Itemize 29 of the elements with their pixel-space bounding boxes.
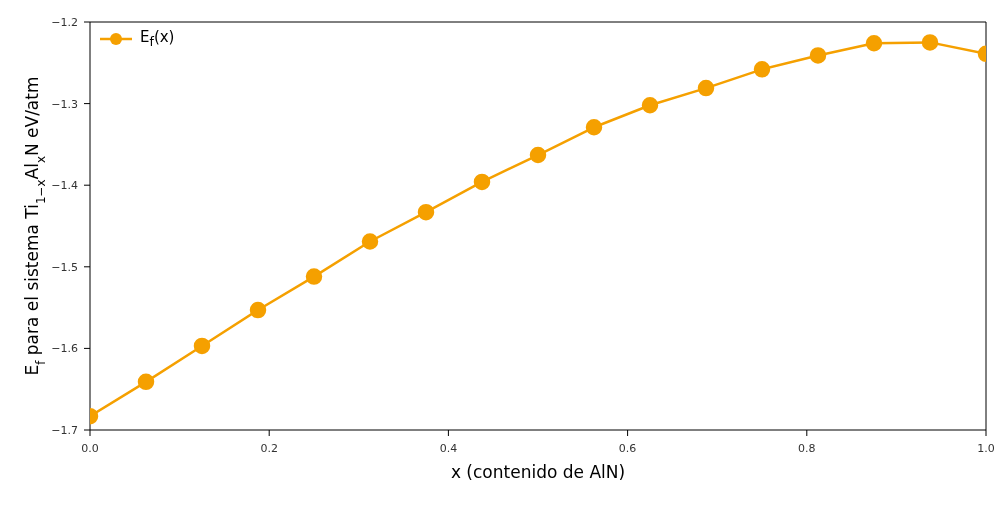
y-tick-label: −1.2	[51, 16, 78, 29]
point	[921, 34, 939, 51]
x-tick-label: 0.4	[439, 442, 458, 455]
legend-label: E$_{f}$(x)	[140, 28, 175, 49]
x-tick-label: 1.0	[977, 442, 995, 455]
x-tick-label: 0.6	[618, 442, 637, 455]
x-tick-label: 0.0	[81, 442, 99, 455]
point	[417, 203, 435, 221]
x-tick-label: 0.2	[260, 442, 278, 455]
y-tick-label: −1.5	[51, 260, 78, 274]
y-tick-label: −1.7	[51, 424, 78, 437]
point	[305, 268, 323, 285]
point	[809, 47, 827, 64]
point	[249, 301, 267, 319]
y-tick-label: −1.6	[51, 342, 78, 356]
y-tick-label: −1.4	[51, 179, 78, 193]
x-axis-title: x (contenido de AlN)	[450, 462, 626, 482]
point	[585, 119, 603, 136]
point	[529, 146, 547, 164]
y-tick-label: −1.3	[51, 97, 78, 111]
point	[193, 337, 211, 355]
point	[137, 373, 155, 391]
point	[865, 34, 883, 52]
point	[473, 173, 491, 191]
point	[753, 61, 771, 78]
point	[641, 96, 659, 114]
x-tick-label: 0.8	[798, 442, 816, 455]
point	[361, 233, 379, 250]
point	[697, 79, 715, 97]
